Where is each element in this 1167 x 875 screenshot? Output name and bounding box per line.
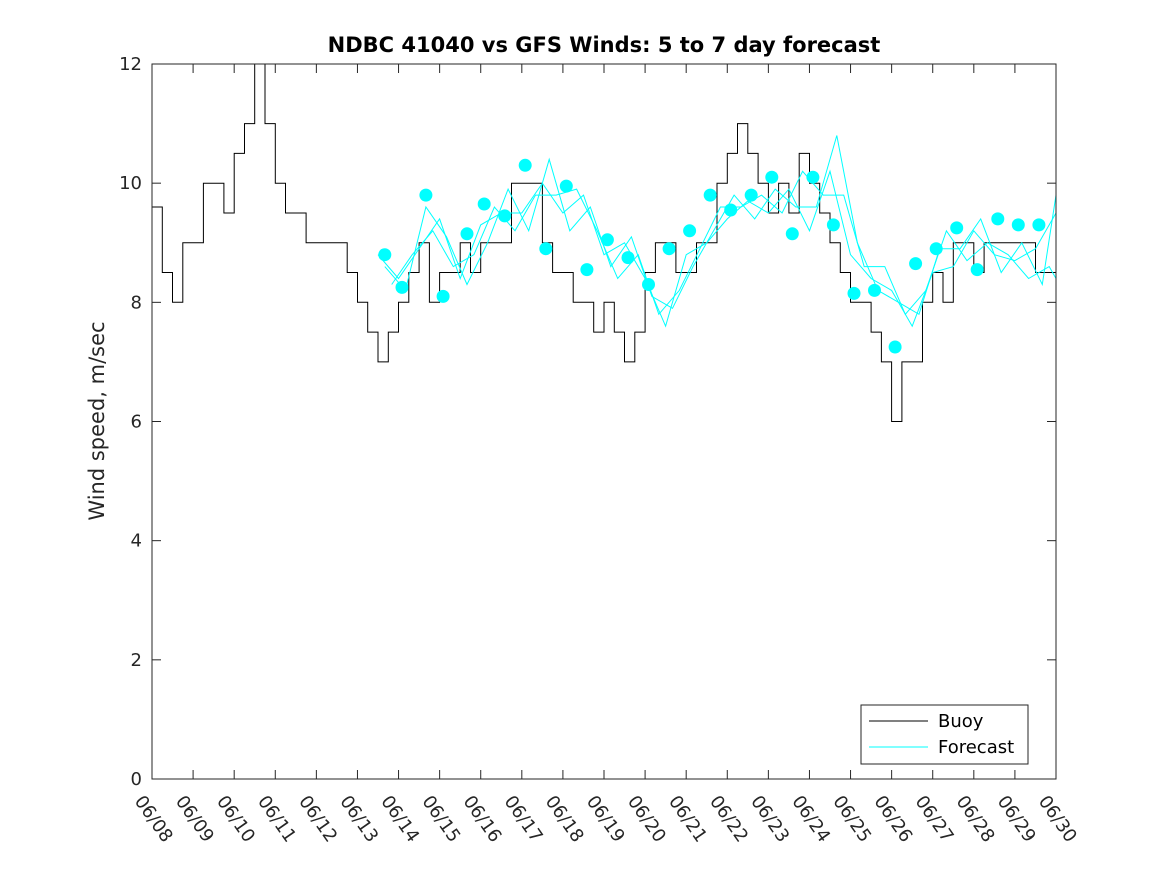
forecast-marker <box>765 170 779 184</box>
forecast-marker <box>1032 218 1046 232</box>
forecast-marker <box>395 280 409 294</box>
forecast-marker <box>970 263 984 277</box>
legend-box <box>860 704 1029 765</box>
forecast-marker <box>744 188 758 202</box>
forecast-marker <box>419 188 433 202</box>
buoy-series-line <box>152 63 1057 422</box>
forecast-marker <box>950 221 964 235</box>
legend-label-buoy: Buoy <box>938 711 984 732</box>
y-tick-label: 6 <box>131 412 142 433</box>
forecast-marker <box>991 212 1005 226</box>
y-tick-label: 8 <box>131 292 142 313</box>
forecast-marker <box>477 197 491 211</box>
forecast-marker <box>600 233 614 247</box>
forecast-marker <box>378 248 392 262</box>
forecast-marker <box>642 278 655 291</box>
forecast-marker <box>580 263 594 277</box>
y-axis-label: Wind speed, m/sec <box>85 321 109 520</box>
forecast-marker <box>806 170 820 184</box>
forecast-series-line-2 <box>384 135 1057 316</box>
y-tick-label: 10 <box>119 173 142 194</box>
forecast-marker <box>724 203 738 217</box>
forecast-marker <box>539 242 553 256</box>
forecast-series-line-1 <box>377 169 1057 328</box>
forecast-marker <box>703 188 717 202</box>
marker-layer <box>378 158 1046 354</box>
forecast-marker <box>868 283 881 297</box>
y-axis: 0 2 4 6 8 10 12 <box>119 54 1056 790</box>
forecast-marker <box>662 242 676 256</box>
legend-label-forecast: Forecast <box>938 737 1014 758</box>
legend: Buoy Forecast <box>860 704 1029 765</box>
y-tick-label: 4 <box>131 531 142 552</box>
forecast-marker <box>888 340 902 354</box>
forecast-marker <box>559 179 573 193</box>
forecast-marker <box>909 257 923 271</box>
forecast-marker <box>683 224 697 238</box>
forecast-marker <box>1011 218 1025 232</box>
forecast-marker <box>826 218 840 232</box>
chart-title: NDBC 41040 vs GFS Winds: 5 to 7 day fore… <box>328 33 881 57</box>
y-tick-label: 12 <box>119 54 142 75</box>
forecast-marker <box>929 242 943 256</box>
y-tick-label: 2 <box>131 650 142 671</box>
y-tick-label: 0 <box>131 769 142 790</box>
forecast-marker <box>847 286 861 300</box>
forecast-marker <box>621 251 635 265</box>
forecast-marker <box>460 227 474 241</box>
forecast-marker <box>436 289 450 303</box>
plot-area <box>152 64 1056 779</box>
forecast-marker <box>518 158 532 172</box>
forecast-marker <box>498 209 512 223</box>
forecast-marker <box>785 227 799 241</box>
